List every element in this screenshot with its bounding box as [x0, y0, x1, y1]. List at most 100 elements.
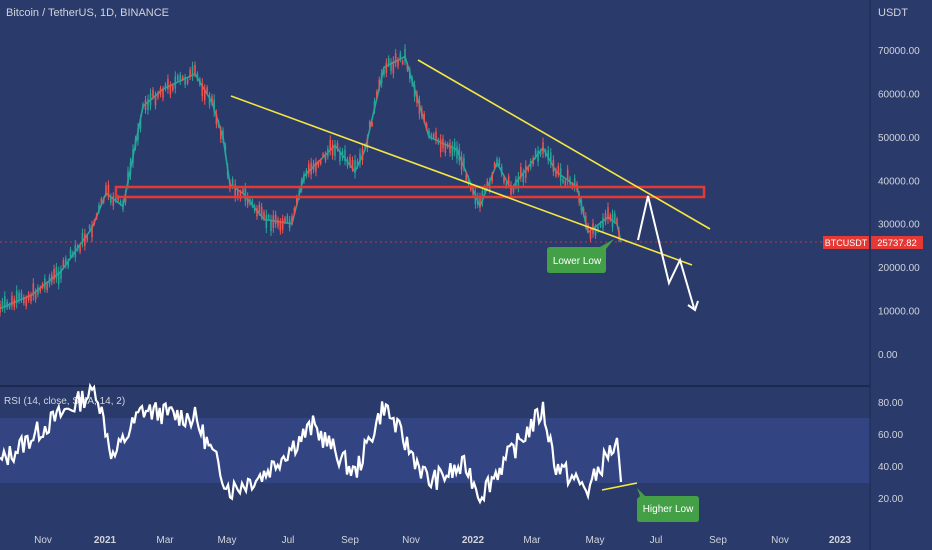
candle-body	[550, 152, 552, 164]
candle-body	[507, 176, 510, 185]
price-tick-label: 40000.00	[878, 176, 920, 187]
candle-body	[539, 150, 542, 156]
candle-body	[456, 146, 458, 159]
candle-body	[293, 208, 296, 213]
candle-body	[491, 174, 493, 182]
candle-body	[281, 218, 284, 230]
higher-low-callout	[637, 488, 699, 522]
candle-body	[27, 293, 30, 301]
candle-body	[616, 218, 618, 224]
candle-body	[72, 252, 74, 257]
candle-body	[117, 196, 119, 201]
candle-body	[496, 158, 498, 165]
candle-body	[179, 74, 182, 83]
candle-body	[253, 205, 256, 212]
candle-body	[112, 196, 115, 206]
time-tick-label: May	[218, 535, 237, 546]
rsi-tick-label: 40.00	[878, 462, 903, 473]
candle-body	[401, 60, 404, 64]
candle-body	[472, 190, 474, 195]
candle-body	[307, 164, 310, 174]
candle-body	[607, 207, 609, 220]
candle-body	[134, 138, 137, 148]
candle-body	[439, 139, 442, 153]
candle-body	[119, 200, 122, 205]
candle-body	[11, 295, 13, 306]
candle-body	[547, 150, 549, 161]
candle-body	[432, 133, 435, 138]
candle-body	[411, 78, 413, 85]
candle-body	[298, 190, 300, 198]
candle-body	[498, 159, 501, 166]
candle-body	[368, 121, 371, 127]
candle-body	[493, 163, 496, 168]
candle-body	[423, 113, 425, 121]
candle-body	[437, 139, 440, 144]
rsi-tick-label: 60.00	[878, 430, 903, 441]
candle-body	[46, 283, 48, 291]
candle-body	[589, 231, 592, 239]
candle-body	[532, 158, 534, 165]
candle-body	[139, 119, 142, 129]
candle-body	[270, 219, 272, 232]
candle-body	[512, 187, 515, 193]
candle-body	[303, 174, 305, 182]
candle-body	[279, 221, 282, 231]
higher-low-label: Higher Low	[643, 504, 694, 515]
candle-body	[102, 198, 105, 203]
candle-body	[397, 59, 399, 67]
candle-body	[418, 101, 421, 115]
time-tick-label: 2023	[829, 535, 852, 546]
candle-body	[552, 160, 555, 172]
candle-body	[557, 165, 560, 175]
candle-body	[300, 180, 303, 190]
candle-body	[544, 150, 547, 156]
candle-body	[251, 200, 254, 206]
candle-body	[3, 296, 6, 309]
candle-body	[277, 219, 279, 227]
time-tick-label: Nov	[402, 535, 420, 546]
candle-body	[189, 69, 191, 78]
candle-body	[215, 113, 218, 125]
candle-body	[288, 219, 291, 228]
candle-body	[91, 225, 93, 238]
candle-body	[505, 182, 508, 188]
candle-body	[527, 167, 530, 172]
candle-body	[60, 269, 62, 279]
candle-body	[529, 161, 532, 168]
candle-body	[599, 222, 602, 227]
candle-body	[8, 303, 11, 308]
rsi-line	[0, 382, 623, 505]
candle-body	[229, 182, 231, 190]
candle-body	[522, 172, 525, 183]
candle-body	[559, 168, 562, 181]
candle-body	[582, 208, 585, 215]
candle-body	[399, 53, 402, 60]
candle-body	[157, 92, 159, 98]
time-tick-label: Sep	[341, 535, 359, 546]
candle-body	[147, 99, 149, 111]
candle-body	[127, 171, 129, 184]
rsi-tick-label: 20.00	[878, 494, 903, 505]
candle-body	[107, 184, 110, 196]
candle-body	[430, 134, 433, 139]
candle-body	[100, 198, 103, 204]
candle-body	[413, 85, 416, 97]
candle-body	[86, 235, 89, 241]
candle-body	[394, 53, 397, 64]
candle-body	[524, 165, 527, 178]
candle-body	[196, 73, 199, 80]
time-axis: Nov 2021 Mar May Jul Sep Nov 2022 Mar May Jul Sep No…	[34, 535, 851, 546]
candle-body	[467, 177, 470, 185]
price-tag	[871, 236, 923, 249]
candle-body	[142, 103, 144, 108]
candle-body	[555, 169, 557, 176]
time-tick-label: May	[586, 535, 605, 546]
candle-body	[1, 300, 4, 309]
candle-body	[476, 196, 479, 205]
candle-body	[611, 214, 614, 227]
candle-body	[465, 174, 467, 181]
candle-body	[194, 64, 196, 74]
candle-body	[329, 139, 332, 151]
candle-body	[500, 166, 503, 174]
